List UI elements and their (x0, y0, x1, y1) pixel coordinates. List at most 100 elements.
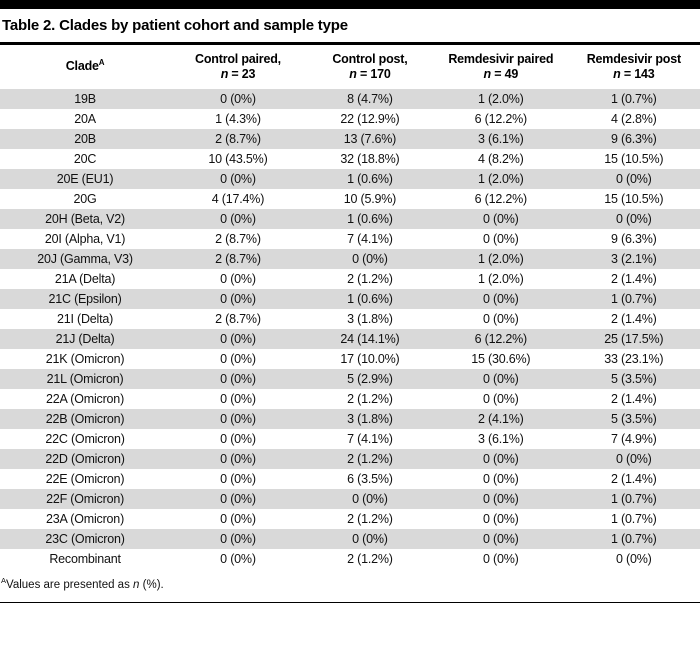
clade-cell: 21C (Epsilon) (48, 291, 122, 306)
table-row: 22B (Omicron) 0 (0%) 3 (1.8%) 2 (4.1%) 5 (3.… (0, 408, 700, 429)
value-cell: 4 (2.8%) (611, 111, 657, 126)
value-cell: 5 (3.5%) (611, 371, 657, 386)
value-cell: 2 (1.2%) (347, 511, 393, 526)
clade-cell: 19B (74, 91, 96, 106)
value-cell: 1 (0.7%) (611, 511, 657, 526)
value-cell: 2 (8.7%) (215, 231, 261, 246)
bottom-rule (0, 601, 700, 603)
value-cell: 0 (0%) (220, 551, 256, 566)
value-cell: 2 (1.4%) (611, 471, 657, 486)
value-cell: 0 (0%) (483, 511, 519, 526)
clade-cell: 21K (Omicron) (45, 351, 125, 366)
value-cell: 1 (0.6%) (347, 211, 393, 226)
value-cell: 2 (1.4%) (611, 391, 657, 406)
value-cell: 2 (8.7%) (215, 251, 261, 266)
value-cell: 0 (0%) (220, 91, 256, 106)
value-cell: 0 (0%) (220, 351, 256, 366)
value-cell: 7 (4.9%) (611, 431, 657, 446)
value-cell: 0 (0%) (220, 411, 256, 426)
table-title: Table 2. Clades by patient cohort and sa… (2, 17, 348, 34)
value-cell: 4 (8.2%) (478, 151, 524, 166)
value-cell: 1 (0.7%) (611, 91, 657, 106)
table-row: 19B 0 (0%) 8 (4.7%) 1 (2.0%) 1 (0.7%) (0, 88, 700, 109)
value-cell: 0 (0%) (483, 211, 519, 226)
table-row: 22C (Omicron) 0 (0%) 7 (4.1%) 3 (6.1%) 7 (4.… (0, 429, 700, 449)
value-cell: 0 (0%) (220, 511, 256, 526)
clade-cell: 20E (EU1) (56, 171, 114, 186)
footnote-superscript: A (1, 575, 7, 585)
value-cell: 15 (30.6%) (471, 351, 531, 366)
table-row: 20H (Beta, V2) 0 (0%) 1 (0.6%) 0 (0%) 0 (0%) (0, 208, 700, 229)
value-cell: 1 (0.7%) (611, 491, 657, 506)
value-cell: 0 (0%) (220, 371, 256, 386)
table-row: 21C (Epsilon) 0 (0%) 1 (0.6%) 0 (0%) 1 (0.7%… (0, 288, 700, 309)
clade-cell: 20J (Gamma, V3) (37, 251, 133, 266)
top-border-bar (0, 0, 700, 9)
clade-cell: 23C (Omicron) (45, 531, 125, 546)
table-row: Recombinant 0 (0%) 2 (1.2%) 0 (0%) 0 (0%) (0, 549, 700, 569)
value-cell: 1 (0.6%) (347, 291, 393, 306)
value-cell: 1 (4.3%) (215, 111, 261, 126)
table-row: 21I (Delta) 2 (8.7%) 3 (1.8%) 0 (0%) 2 (1.4%… (0, 309, 700, 329)
value-cell: 3 (1.8%) (347, 311, 393, 326)
value-cell: 0 (0%) (483, 471, 519, 486)
value-cell: 0 (0%) (483, 531, 519, 546)
header-row: CladeA Control paired, n = 23 Control post,… (0, 45, 700, 89)
table-row: 20C 10 (43.5%) 32 (18.8%) 4 (8.2%) 15 (10.5%… (0, 149, 700, 169)
value-cell: 0 (0%) (616, 451, 652, 466)
value-cell: 7 (4.1%) (347, 231, 393, 246)
column-header-clade: CladeA (65, 57, 105, 73)
value-cell: 9 (6.3%) (611, 231, 657, 246)
value-cell: 0 (0%) (483, 391, 519, 406)
clade-cell: 22D (Omicron) (45, 451, 125, 466)
table-row: 22E (Omicron) 0 (0%) 6 (3.5%) 0 (0%) 2 (1.4%… (0, 469, 700, 489)
value-cell: 6 (12.2%) (474, 331, 528, 346)
value-cell: 0 (0%) (220, 171, 256, 186)
table-header: CladeA Control paired, n = 23 Control post,… (0, 45, 700, 89)
clade-cell: 20B (74, 131, 96, 146)
value-cell: 3 (1.8%) (347, 411, 393, 426)
title-rule (0, 42, 700, 45)
value-cell: 2 (1.2%) (347, 271, 393, 286)
value-cell: 3 (6.1%) (478, 431, 524, 446)
clade-cell: 21A (Delta) (54, 271, 116, 286)
value-cell: 1 (2.0%) (478, 91, 524, 106)
value-cell: 15 (10.5%) (604, 191, 664, 206)
clade-cell: 22F (Omicron) (46, 491, 125, 506)
clade-cell: 22E (Omicron) (45, 471, 125, 486)
clade-superscript: A (98, 57, 105, 67)
value-cell: 10 (5.9%) (343, 191, 397, 206)
value-cell: 0 (0%) (483, 491, 519, 506)
value-cell: 1 (2.0%) (478, 251, 524, 266)
clade-cell: 22C (Omicron) (45, 431, 125, 446)
value-cell: 2 (1.2%) (347, 391, 393, 406)
value-cell: 6 (3.5%) (347, 471, 393, 486)
value-cell: 2 (1.4%) (611, 311, 657, 326)
table-row: 22A (Omicron) 0 (0%) 2 (1.2%) 0 (0%) 2 (1.4%… (0, 389, 700, 409)
value-cell: 17 (10.0%) (340, 351, 400, 366)
value-cell: 0 (0%) (616, 551, 652, 566)
value-cell: 6 (12.2%) (474, 191, 528, 206)
value-cell: 2 (1.2%) (347, 551, 393, 566)
clade-cell: 21L (Omicron) (46, 371, 124, 386)
value-cell: 5 (2.9%) (347, 371, 393, 386)
footnote-text-after: (%). (139, 578, 164, 591)
value-cell: 2 (1.2%) (347, 451, 393, 466)
value-cell: 0 (0%) (483, 551, 519, 566)
table-row: 23C (Omicron) 0 (0%) 0 (0%) 0 (0%) 1 (0.7%) (0, 528, 700, 549)
table-row: 20J (Gamma, V3) 2 (8.7%) 0 (0%) 1 (2.0%) 3 (… (0, 248, 700, 269)
clade-cell: 20H (Beta, V2) (45, 211, 125, 226)
clade-cell: 23A (Omicron) (46, 511, 125, 526)
value-cell: 9 (6.3%) (611, 131, 657, 146)
clade-cell: 22B (Omicron) (45, 411, 125, 426)
value-cell: 0 (0%) (220, 291, 256, 306)
value-cell: 0 (0%) (220, 271, 256, 286)
value-cell: 2 (8.7%) (215, 311, 261, 326)
value-cell: 25 (17.5%) (604, 331, 664, 346)
value-cell: 1 (0.7%) (611, 531, 657, 546)
clade-cell: 20A (74, 111, 96, 126)
table-row: 21J (Delta) 0 (0%) 24 (14.1%) 6 (12.2%) 25 (… (0, 328, 700, 349)
value-cell: 33 (23.1%) (604, 351, 664, 366)
clades-table: CladeA Control paired, n = 23 Control post,… (0, 45, 700, 569)
